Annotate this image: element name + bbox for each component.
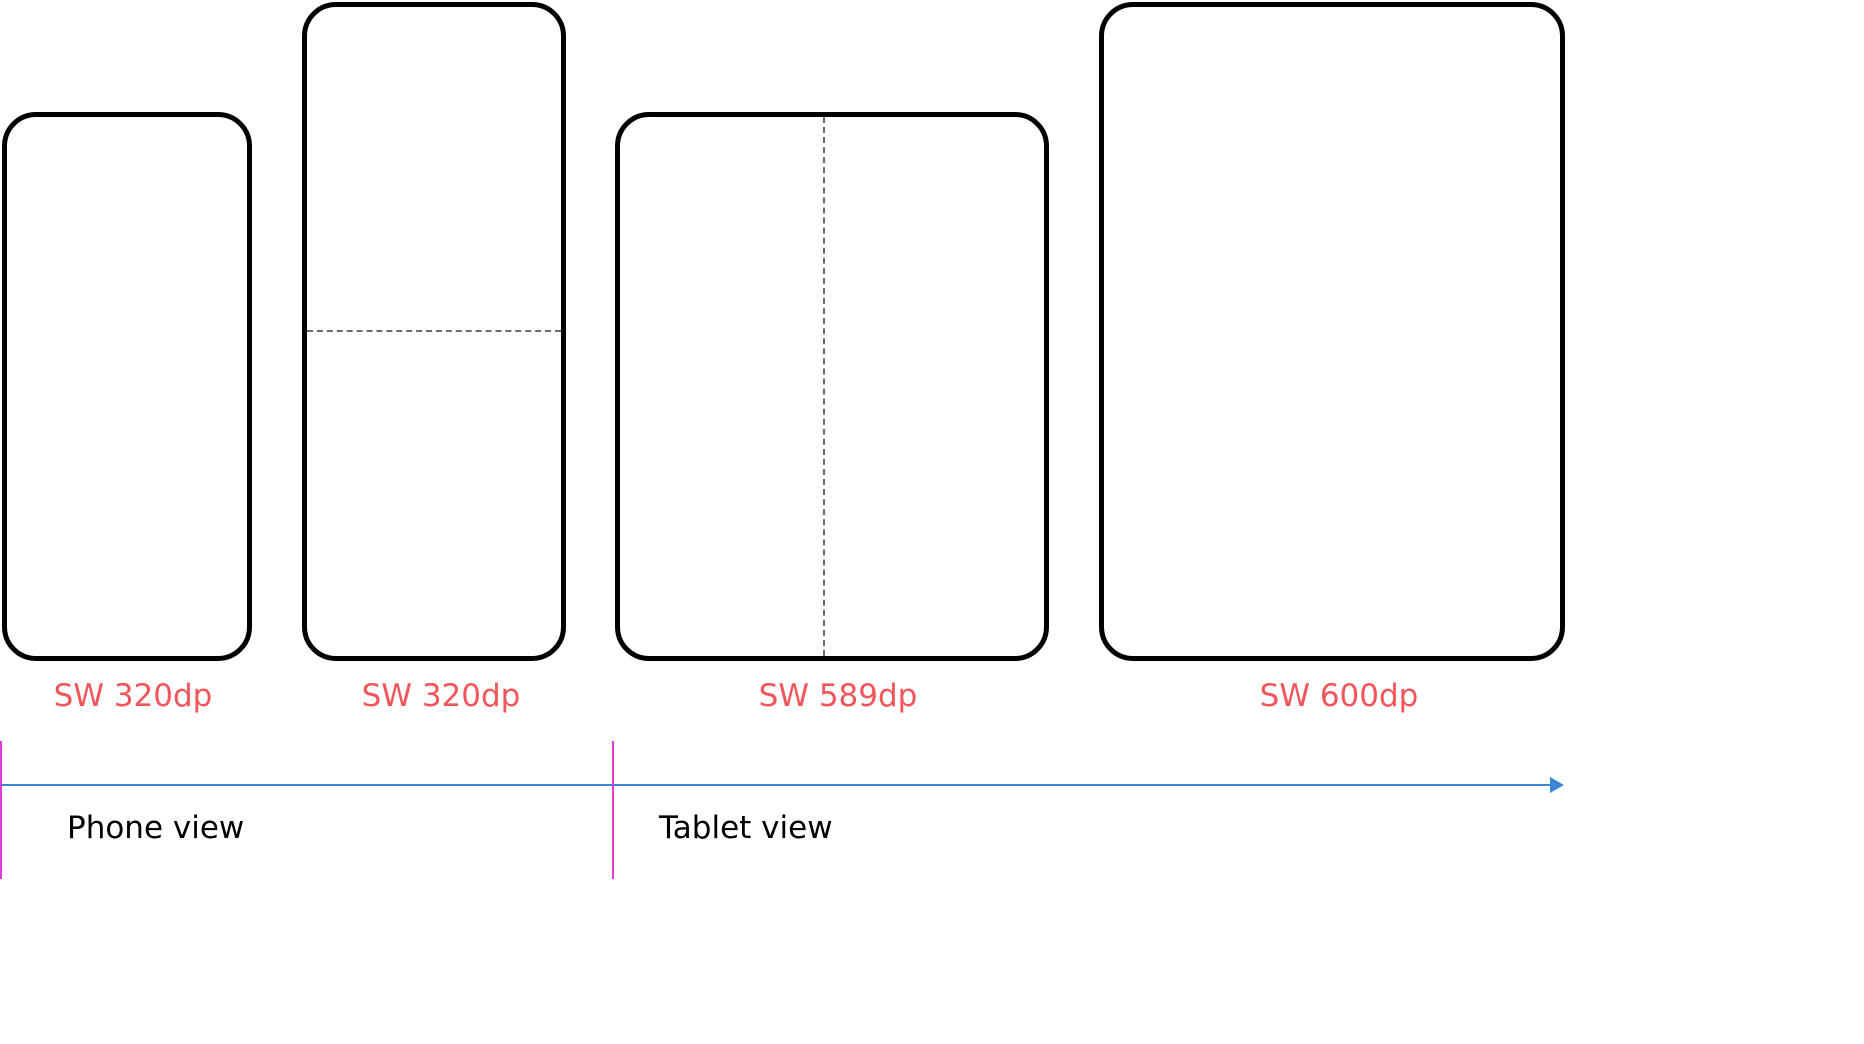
- tablet-view-marker: [612, 741, 614, 879]
- axis-arrowhead: [1550, 777, 1564, 793]
- phone-view-marker: [0, 741, 2, 879]
- phone-view-label: Phone view: [67, 810, 244, 846]
- tablet-view-label: Tablet view: [659, 810, 833, 846]
